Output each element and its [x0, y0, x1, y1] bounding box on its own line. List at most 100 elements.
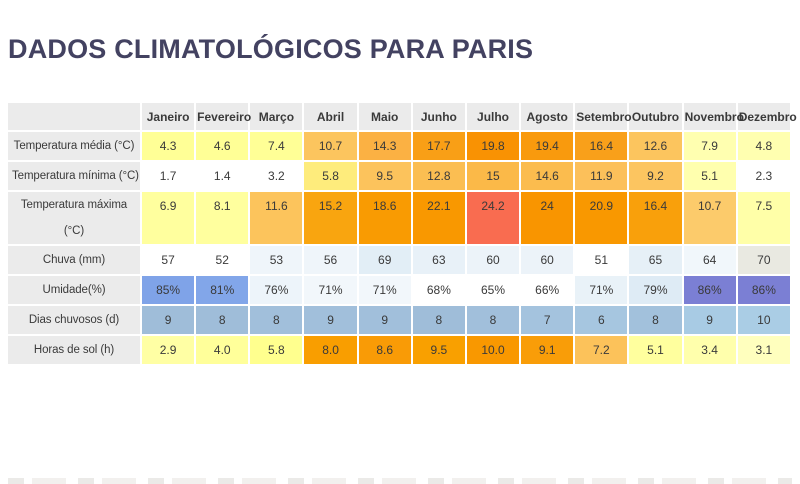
data-cell: 71% [575, 276, 628, 304]
data-cell: 66% [521, 276, 574, 304]
data-cell: 12.6 [629, 132, 682, 160]
data-cell: 7.2 [575, 336, 628, 364]
data-cell: 4.8 [737, 132, 790, 160]
data-cell: 68% [412, 276, 465, 304]
data-cell: 9.1 [521, 336, 574, 364]
data-cell: 85% [142, 276, 195, 304]
data-cell: 64 [683, 246, 736, 274]
data-cell: 15 [466, 162, 520, 190]
data-cell: 5.8 [250, 336, 303, 364]
month-header: Agosto [521, 103, 574, 130]
data-cell: 53 [250, 246, 303, 274]
month-header: Novembro [683, 103, 744, 130]
row-label: Umidade(%) [8, 276, 140, 304]
month-header: Janeiro [142, 103, 195, 130]
data-cell: 5.1 [629, 336, 682, 364]
table-row: Temperatura mínima (°C) 1.7 1.4 3.2 5.8 9.5 12… [8, 162, 790, 190]
data-cell: 76% [250, 276, 303, 304]
data-cell: 60 [521, 246, 574, 274]
data-cell: 16.4 [575, 132, 628, 160]
month-header: Março [250, 103, 303, 130]
data-cell: 8 [466, 306, 520, 334]
data-cell: 79% [629, 276, 682, 304]
data-cell: 14.3 [358, 132, 411, 160]
data-cell: 51 [575, 246, 628, 274]
row-label: Temperatura média (°C) [8, 132, 140, 160]
data-cell: 20.9 [575, 192, 628, 244]
data-cell: 5.8 [304, 162, 357, 190]
data-cell: 4.3 [142, 132, 195, 160]
data-cell: 56 [304, 246, 357, 274]
data-cell: 1.4 [196, 162, 249, 190]
data-cell: 63 [412, 246, 465, 274]
data-cell: 7 [521, 306, 574, 334]
data-cell: 71% [304, 276, 357, 304]
data-cell: 65 [629, 246, 682, 274]
data-cell: 24 [521, 192, 574, 244]
data-cell: 22.1 [412, 192, 465, 244]
month-header: Maio [358, 103, 411, 130]
corner-cell [8, 103, 140, 130]
data-cell: 8.6 [358, 336, 411, 364]
data-cell: 14.6 [521, 162, 574, 190]
data-cell: 81% [196, 276, 249, 304]
data-cell: 9 [358, 306, 411, 334]
month-header: Setembro [575, 103, 632, 130]
data-cell: 6 [575, 306, 628, 334]
data-cell: 70 [737, 246, 790, 274]
data-cell: 9 [683, 306, 736, 334]
data-cell: 57 [142, 246, 195, 274]
data-cell: 8 [412, 306, 465, 334]
data-cell: 7.4 [250, 132, 303, 160]
month-header: Abril [304, 103, 357, 130]
row-label: Temperatura máxima (°C) [8, 192, 140, 244]
data-cell: 8.0 [304, 336, 357, 364]
data-cell: 11.6 [250, 192, 303, 244]
table-row: Temperatura média (°C) 4.3 4.6 7.4 10.7 14.3 1… [8, 132, 790, 160]
data-cell: 71% [358, 276, 411, 304]
data-cell: 3.1 [737, 336, 790, 364]
data-cell: 9 [142, 306, 195, 334]
data-cell: 9.5 [412, 336, 465, 364]
data-cell: 6.9 [142, 192, 195, 244]
data-cell: 65% [466, 276, 520, 304]
month-header-row: Janeiro Fevereiro Março Abril Maio Junho Julho… [8, 103, 797, 130]
data-cell: 2.3 [737, 162, 790, 190]
clipped-text-band [8, 478, 792, 484]
data-cell: 3.4 [683, 336, 736, 364]
data-cell: 19.4 [521, 132, 574, 160]
month-header: Dezembro [737, 103, 797, 130]
table-row: Chuva (mm) 57 52 53 56 69 63 60 60 51 65 64 70 [8, 246, 790, 274]
data-cell: 8 [196, 306, 249, 334]
data-cell: 10.7 [304, 132, 357, 160]
data-cell: 52 [196, 246, 249, 274]
data-cell: 10.0 [466, 336, 520, 364]
data-cell: 16.4 [629, 192, 682, 244]
row-label: Temperatura mínima (°C) [8, 162, 140, 190]
data-cell: 5.1 [683, 162, 736, 190]
data-cell: 86% [737, 276, 790, 304]
data-cell: 8.1 [196, 192, 249, 244]
data-cell: 12.8 [412, 162, 465, 190]
row-label: Dias chuvosos (d) [8, 306, 140, 334]
data-cell: 18.6 [358, 192, 411, 244]
data-cell: 9.5 [358, 162, 411, 190]
month-header: Julho [466, 103, 520, 130]
data-cell: 9.2 [629, 162, 682, 190]
data-cell: 1.7 [142, 162, 195, 190]
month-header: Outubro [629, 103, 682, 130]
data-cell: 60 [466, 246, 520, 274]
data-cell: 19.8 [466, 132, 520, 160]
data-cell: 2.9 [142, 336, 195, 364]
data-cell: 3.2 [250, 162, 303, 190]
data-cell: 69 [358, 246, 411, 274]
data-cell: 4.0 [196, 336, 249, 364]
page-title: DADOS CLIMATOLÓGICOS PARA PARIS [8, 34, 534, 64]
data-cell: 24.2 [466, 192, 520, 244]
data-cell: 17.7 [412, 132, 465, 160]
table-row: Dias chuvosos (d) 9 8 8 9 9 8 8 7 6 8 9 10 [8, 306, 790, 334]
month-header: Junho [412, 103, 465, 130]
table-row: Umidade(%) 85% 81% 76% 71% 71% 68% 65% 66% 71% 79%… [8, 276, 790, 304]
table-row: Horas de sol (h) 2.9 4.0 5.8 8.0 8.6 9.5 10.0 9.… [8, 336, 790, 364]
data-cell: 10 [737, 306, 790, 334]
